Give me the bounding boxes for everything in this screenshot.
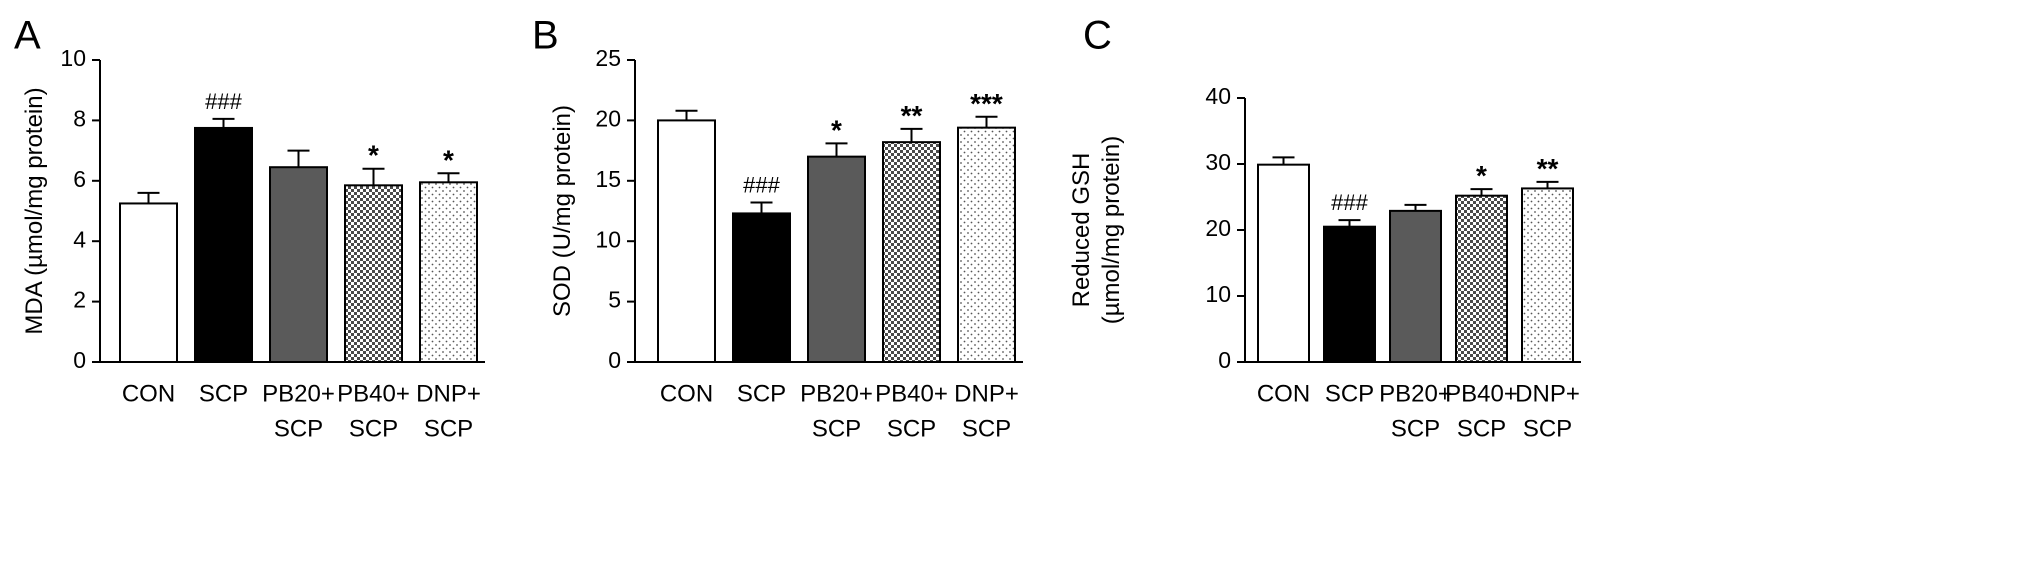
x-tick-label: SCP (1391, 415, 1440, 442)
y-tick-label: 2 (73, 287, 86, 313)
significance-label: ### (743, 173, 780, 198)
x-tick-label: CON (1257, 380, 1310, 407)
bar-1 (194, 126, 253, 363)
bar-4 (419, 181, 478, 363)
x-tick-label: SCP (1457, 415, 1506, 442)
x-tick-label: PB20+ (800, 380, 873, 407)
x-tick-label: SCP (737, 380, 786, 407)
x-tick-label: SCP (812, 415, 861, 442)
significance-label: *** (970, 88, 1003, 119)
bar-4 (957, 126, 1016, 364)
bar-3 (1455, 194, 1508, 363)
x-tick-label: PB20+ (262, 380, 335, 407)
y-tick-label: 0 (1218, 347, 1231, 373)
y-axis-label: SOD (U/mg protein) (549, 105, 576, 317)
bar-1 (732, 212, 791, 363)
bar-3 (882, 141, 941, 363)
x-tick-label: SCP (1523, 415, 1572, 442)
y-axis-label-line: (µmol/mg protein) (1098, 136, 1125, 325)
chart-panel-a: A 0 2 4 6 8 10 MDA (µmol/mg protein) CON ### SCP PB… (14, 14, 485, 442)
y-tick-label: 10 (595, 226, 621, 252)
significance-label: ### (205, 89, 242, 114)
x-tick-label: CON (660, 380, 713, 407)
x-tick-label: PB40+ (875, 380, 948, 407)
chart-panel-b: B 0 5 10 15 20 25 SOD (U/mg protein) CON ### SCP * P… (532, 14, 1023, 442)
panel-letter: A (14, 14, 41, 58)
y-axis-label: Reduced GSH (µmol/mg protein) (1068, 136, 1125, 325)
y-tick-label: 20 (1205, 215, 1231, 241)
x-tick-label: SCP (887, 415, 936, 442)
x-tick-label: SCP (424, 415, 473, 442)
y-tick-label: 10 (60, 45, 86, 71)
bar-2 (1389, 209, 1442, 363)
x-tick-label: SCP (349, 415, 398, 442)
bar-2 (807, 155, 866, 363)
significance-label: * (1476, 160, 1487, 191)
panel-letter: B (532, 14, 559, 58)
x-tick-label: SCP (962, 415, 1011, 442)
significance-label: * (831, 114, 842, 145)
y-tick-label: 40 (1205, 83, 1231, 109)
significance-label: ### (1331, 190, 1368, 215)
x-tick-label: SCP (274, 415, 323, 442)
bar-2 (269, 166, 328, 363)
y-tick-label: 10 (1205, 281, 1231, 307)
significance-label: * (443, 144, 454, 175)
bar-0 (119, 202, 178, 363)
x-tick-label: DNP+ (954, 380, 1019, 407)
x-tick-label: PB40+ (1445, 380, 1518, 407)
y-tick-label: 0 (73, 347, 86, 373)
significance-label: ** (901, 100, 923, 131)
x-tick-label: DNP+ (1515, 380, 1580, 407)
x-tick-label: PB40+ (337, 380, 410, 407)
y-tick-label: 8 (73, 105, 86, 131)
y-axis-label-line: Reduced GSH (1068, 153, 1095, 308)
x-tick-label: SCP (199, 380, 248, 407)
y-tick-label: 4 (73, 226, 86, 252)
y-tick-label: 30 (1205, 149, 1231, 175)
x-tick-label: DNP+ (416, 380, 481, 407)
panel-letter: C (1083, 14, 1112, 58)
significance-label: ** (1537, 153, 1559, 184)
chart-panel-c: C 0 10 20 30 40 Reduced GSH (µmol/mg protein) CO… (1068, 14, 1581, 442)
y-tick-label: 5 (608, 287, 621, 313)
bar-4 (1521, 187, 1574, 363)
x-tick-label: SCP (1325, 380, 1374, 407)
x-tick-label: CON (122, 380, 175, 407)
bar-0 (657, 119, 716, 364)
y-axis-label-line: SOD (U/mg protein) (549, 105, 576, 317)
y-tick-label: 20 (595, 105, 621, 131)
y-tick-label: 15 (595, 166, 621, 192)
y-tick-label: 25 (595, 45, 621, 71)
y-tick-label: 6 (73, 166, 86, 192)
y-tick-label: 0 (608, 347, 621, 373)
bar-0 (1257, 163, 1310, 363)
y-axis-label-line: MDA (µmol/mg protein) (21, 87, 48, 334)
y-axis-label: MDA (µmol/mg protein) (21, 87, 48, 334)
bar-1 (1323, 225, 1376, 363)
significance-label: * (368, 140, 379, 171)
x-tick-label: PB20+ (1379, 380, 1452, 407)
bar-3 (344, 184, 403, 363)
